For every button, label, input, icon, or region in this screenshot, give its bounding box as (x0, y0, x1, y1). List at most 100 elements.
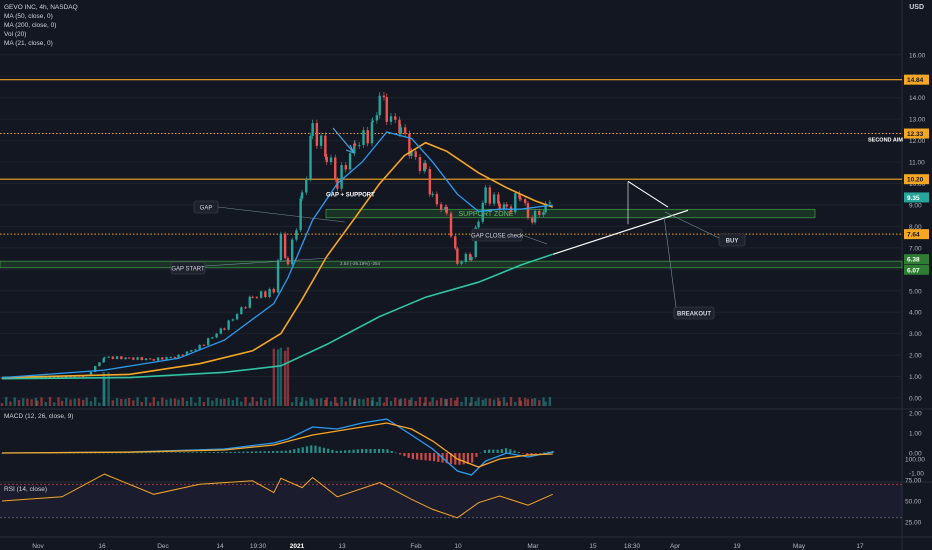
macd-hist-bar (111, 452, 114, 454)
candles (0, 91, 552, 379)
indicator-ma21[interactable]: MA (21, close, 0) (4, 40, 53, 47)
macd-hist-bar (250, 451, 254, 453)
candle-body (410, 151, 413, 156)
candle-body (418, 157, 422, 171)
candle-body (227, 320, 230, 330)
price-tick-label: 2.00 (909, 353, 922, 360)
candle-body (428, 169, 432, 195)
macd-hist-bar (399, 453, 402, 455)
macd-hist-bar (174, 452, 177, 453)
macd-hist-bar (187, 452, 190, 453)
level-lines (0, 79, 902, 235)
candle-body (124, 357, 127, 360)
ma50-line (1, 141, 553, 379)
candle-body (190, 350, 193, 352)
macd-hist-bar (407, 453, 410, 458)
volume-bar (215, 397, 218, 406)
candle-body (353, 143, 357, 146)
price-tag (904, 264, 929, 275)
volume-bar (382, 402, 386, 406)
macd-hist-bar (424, 453, 427, 461)
indicator-ma50[interactable]: MA (50, close, 0) (4, 13, 53, 20)
macd-hist-bar (263, 451, 266, 453)
candle-body (231, 319, 235, 321)
macd-hist-bar (335, 450, 338, 453)
level-tag-label: 12.33 (907, 131, 924, 138)
candle-body (435, 193, 439, 205)
time-tick-label: 19:30 (250, 543, 267, 550)
macd-hist-bar (331, 449, 334, 453)
volume-bar (107, 372, 110, 406)
volume-bar (279, 347, 283, 406)
volume-bar (509, 397, 513, 406)
volume-bar (211, 400, 214, 406)
candle-body (279, 233, 283, 261)
price-tick-label: 12.00 (909, 138, 926, 145)
candle-body (107, 356, 110, 358)
macd-hist-bar (267, 451, 270, 453)
macd-hist-bar (178, 452, 182, 453)
macd-hist-bar (221, 452, 224, 453)
macd-hist-bar (530, 453, 533, 455)
volume-bar (219, 399, 223, 406)
volume-bar (456, 397, 459, 406)
time-tick-label: 2021 (290, 543, 305, 550)
candle-body (173, 357, 177, 359)
candle-body (295, 230, 298, 240)
volume-bar (519, 400, 523, 406)
macd-hist-bar (386, 449, 389, 453)
breakout-label-box (673, 306, 715, 320)
arrow-icon (332, 127, 355, 154)
candle-body (206, 338, 210, 346)
volume-bar (124, 399, 127, 406)
volume-bar (526, 399, 530, 406)
macd-hist-bar (356, 449, 359, 453)
volume-bar (5, 397, 8, 406)
volume-bar (53, 402, 56, 406)
macd-hist-bar (166, 452, 169, 453)
macd-hist-bar (136, 452, 139, 454)
rsi-tick-label: 100.00 (905, 457, 925, 464)
indicator-ma200[interactable]: MA (200, close, 0) (4, 22, 57, 29)
volume-bar (399, 398, 403, 406)
volume-bar (454, 400, 457, 406)
volume-bar (44, 402, 47, 406)
volume-bar (439, 398, 443, 406)
macd-label[interactable]: MACD (12, 26, close, 9) (4, 413, 74, 420)
volume-bar (538, 400, 541, 406)
candle-body (464, 253, 468, 262)
candle-body (93, 366, 97, 372)
candle-body (505, 204, 508, 207)
macd-hist-bar (462, 453, 465, 465)
time-tick-label: May (793, 543, 806, 550)
time-tick-label: 17 (856, 543, 864, 550)
price-tag (904, 192, 929, 203)
level-tag-label: 14.84 (907, 77, 924, 84)
macd-hist-bar (445, 453, 448, 464)
candle-body (120, 356, 123, 360)
volume-bar (378, 397, 381, 406)
macd-tick-label: 0.00 (909, 451, 922, 458)
time-tick-label: Nov (32, 543, 44, 550)
macd-hist-bar (504, 448, 508, 453)
indicator-vol[interactable]: Vol (20) (4, 31, 27, 38)
rsi-label[interactable]: RSI (14, close) (4, 486, 47, 493)
price-tag (904, 254, 929, 265)
volume-bar (431, 397, 434, 406)
volume-bar (34, 397, 38, 406)
rsi-band (0, 484, 902, 518)
macd-hist-bar (475, 453, 478, 457)
rsi-tick-label: 25.00 (905, 520, 922, 527)
rsi-tick-label: 75.00 (905, 478, 922, 485)
candle-body (248, 296, 252, 308)
volume-bar (394, 397, 397, 406)
candle-body (484, 187, 487, 203)
volume-bar (319, 398, 323, 406)
macd-hist-bar (123, 452, 126, 454)
macd-hist-bar (310, 445, 313, 453)
candle-body (498, 203, 501, 209)
volume-bar (21, 398, 25, 406)
volume-bar (445, 399, 448, 406)
candle-body (315, 123, 319, 146)
